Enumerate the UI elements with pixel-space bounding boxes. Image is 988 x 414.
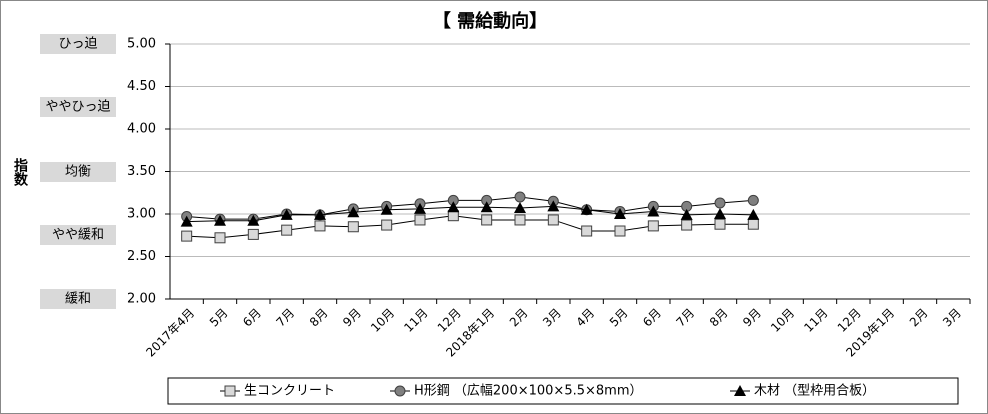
series-line: [186, 196, 754, 220]
y-tick-label: 4.50: [127, 79, 156, 94]
marker: [381, 219, 393, 231]
marker: [347, 206, 360, 218]
y-tick-label: 5.00: [127, 37, 156, 52]
y-tick-label: 2.00: [127, 292, 156, 307]
legend-label: H形鋼 （広幅200×100×5.5×8mm）: [414, 384, 642, 399]
y-tick-label: 3.00: [127, 207, 156, 222]
legend: [167, 377, 959, 405]
marker: [747, 208, 760, 220]
marker: [481, 214, 493, 226]
marker: [480, 201, 493, 213]
marker: [747, 194, 759, 206]
marker: [347, 221, 359, 233]
marker: [647, 205, 660, 217]
marker: [180, 215, 193, 227]
level-box: [40, 97, 116, 117]
marker: [580, 203, 593, 215]
series-line: [186, 205, 754, 223]
marker: [714, 197, 726, 209]
marker: [394, 385, 406, 397]
marker: [614, 208, 626, 219]
y-axis-label: 指数: [12, 157, 28, 187]
marker: [547, 214, 559, 226]
y-tick-label: 4.00: [127, 122, 156, 137]
y-tick-label: 2.50: [127, 249, 156, 264]
marker: [547, 200, 560, 212]
legend-label: 生コンクリート: [244, 384, 335, 399]
marker: [314, 208, 326, 220]
marker: [214, 232, 226, 244]
marker: [514, 202, 526, 214]
series-line: [186, 215, 754, 239]
marker: [581, 225, 593, 237]
marker: [247, 228, 259, 240]
marker: [714, 208, 726, 219]
marker: [447, 201, 460, 213]
marker: [414, 202, 426, 214]
level-box: [40, 162, 116, 182]
marker: [314, 220, 326, 232]
level-label: 均衡: [65, 165, 91, 180]
marker: [681, 219, 693, 231]
marker: [714, 218, 726, 230]
chart-title: 【 需給動向】: [433, 10, 547, 32]
marker: [181, 230, 193, 242]
marker: [514, 214, 526, 226]
legend-label: 木材 （型枠用合板）: [754, 384, 875, 399]
marker: [280, 208, 293, 220]
level-label: やや緩和: [52, 228, 104, 243]
marker: [247, 214, 260, 226]
marker: [414, 214, 426, 226]
level-box: [40, 289, 116, 309]
marker: [734, 385, 746, 396]
y-tick-label: 3.50: [127, 164, 156, 179]
marker: [747, 218, 759, 230]
marker: [614, 225, 626, 237]
marker: [514, 191, 526, 203]
marker: [680, 208, 693, 220]
level-box: [40, 225, 116, 245]
marker: [281, 224, 293, 236]
marker: [647, 220, 659, 232]
level-label: 緩和: [65, 292, 91, 307]
level-box: [40, 34, 116, 54]
level-label: ややひっ迫: [45, 100, 110, 115]
marker: [380, 203, 393, 215]
level-label: ひっ迫: [58, 37, 97, 52]
marker: [214, 214, 226, 226]
marker: [224, 385, 236, 397]
